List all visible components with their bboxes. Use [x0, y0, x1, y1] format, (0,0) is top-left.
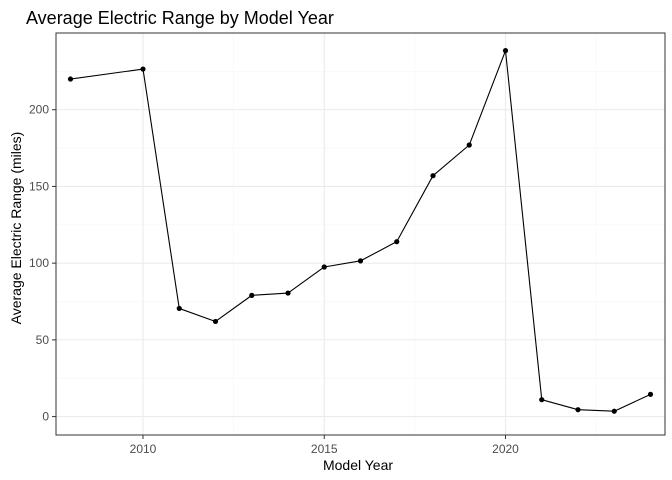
data-point	[321, 264, 327, 270]
x-tick-label: 2020	[492, 442, 519, 456]
panel-border	[55, 32, 666, 436]
data-point	[502, 48, 509, 54]
y-axis-title: Average Electric Range (miles)	[8, 132, 24, 325]
x-tick-label: 2010	[130, 442, 157, 456]
data-point	[212, 318, 219, 325]
minor-gridlines	[56, 33, 665, 435]
x-axis-ticks: 2010 2015 2020	[130, 435, 519, 456]
x-axis-title: Model Year	[323, 457, 393, 473]
x-tick-label: 2015	[311, 442, 338, 456]
data-point	[430, 173, 436, 179]
data-point	[176, 305, 182, 312]
y-tick-label: 150	[29, 179, 49, 193]
series-line	[70, 50, 651, 412]
y-axis-ticks: 0 50 100 150 200	[29, 103, 56, 424]
y-tick-label: 50	[36, 333, 50, 347]
data-point	[611, 408, 617, 414]
data-point	[647, 391, 654, 397]
y-tick-label: 200	[29, 103, 49, 117]
data-point	[539, 397, 545, 403]
data-point	[249, 292, 255, 298]
y-tick-label: 0	[42, 410, 49, 424]
data-point	[285, 290, 291, 296]
data-point	[575, 407, 581, 413]
data-point	[357, 258, 364, 264]
chart-title: Average Electric Range by Model Year	[26, 8, 334, 28]
data-point	[394, 239, 400, 245]
y-tick-label: 100	[29, 256, 49, 270]
data-point	[140, 66, 146, 72]
data-point	[466, 142, 472, 148]
series-layer	[67, 48, 654, 414]
data-point	[67, 76, 74, 82]
